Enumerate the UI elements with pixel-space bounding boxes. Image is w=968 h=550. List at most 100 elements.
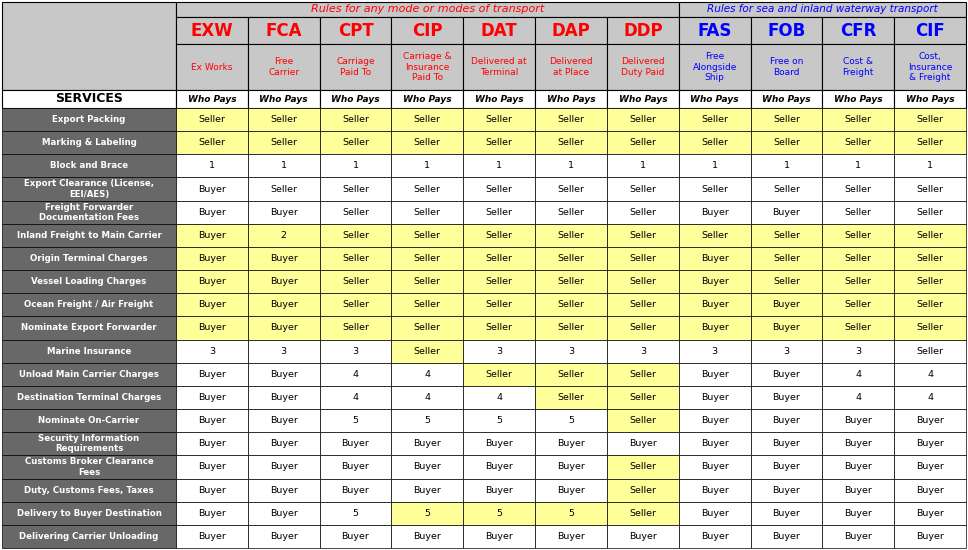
Text: Buyer: Buyer: [557, 439, 585, 448]
Text: 1: 1: [927, 161, 933, 170]
Text: DAP: DAP: [552, 21, 590, 40]
Bar: [391, 17, 464, 44]
Bar: [464, 502, 535, 525]
Text: Seller: Seller: [414, 346, 440, 356]
Bar: [391, 409, 464, 432]
Bar: [319, 293, 391, 316]
Bar: [823, 224, 894, 247]
Bar: [535, 478, 607, 502]
Bar: [750, 131, 823, 155]
Text: Buyer: Buyer: [270, 416, 298, 425]
Text: Buyer: Buyer: [198, 486, 226, 494]
Bar: [176, 270, 248, 293]
Text: Seller: Seller: [629, 185, 656, 194]
Bar: [823, 502, 894, 525]
Text: Buyer: Buyer: [198, 323, 226, 333]
Bar: [176, 316, 248, 339]
Text: Buyer: Buyer: [844, 439, 872, 448]
Bar: [607, 363, 679, 386]
Text: Buyer: Buyer: [772, 439, 801, 448]
Bar: [679, 409, 750, 432]
Text: Buyer: Buyer: [198, 532, 226, 541]
Text: Seller: Seller: [414, 277, 440, 286]
Bar: [823, 339, 894, 363]
Bar: [464, 270, 535, 293]
Text: Seller: Seller: [558, 393, 585, 402]
Text: Seller: Seller: [558, 277, 585, 286]
Text: Seller: Seller: [773, 231, 800, 240]
Bar: [248, 409, 319, 432]
Bar: [248, 131, 319, 155]
Text: 5: 5: [352, 509, 358, 518]
Bar: [607, 178, 679, 201]
Text: Buyer: Buyer: [772, 532, 801, 541]
Text: Ocean Freight / Air Freight: Ocean Freight / Air Freight: [24, 300, 154, 309]
Bar: [391, 316, 464, 339]
Text: Buyer: Buyer: [270, 439, 298, 448]
Text: 4: 4: [424, 370, 431, 379]
Bar: [391, 224, 464, 247]
Bar: [2, 293, 176, 316]
Text: Seller: Seller: [773, 115, 800, 124]
Text: 3: 3: [209, 346, 215, 356]
Bar: [2, 409, 176, 432]
Text: Seller: Seller: [558, 300, 585, 309]
Bar: [607, 432, 679, 455]
Bar: [535, 131, 607, 155]
Bar: [679, 178, 750, 201]
Bar: [607, 339, 679, 363]
Bar: [535, 316, 607, 339]
Text: Buyer: Buyer: [198, 416, 226, 425]
Text: 4: 4: [927, 370, 933, 379]
Bar: [248, 316, 319, 339]
Text: Who Pays: Who Pays: [619, 95, 667, 103]
Bar: [248, 155, 319, 178]
Text: Delivered
at Place: Delivered at Place: [549, 57, 592, 76]
Text: CIF: CIF: [915, 21, 945, 40]
Text: Origin Terminal Charges: Origin Terminal Charges: [30, 254, 148, 263]
Bar: [319, 316, 391, 339]
Bar: [750, 17, 823, 44]
Bar: [535, 108, 607, 131]
Bar: [464, 201, 535, 224]
Bar: [176, 44, 248, 90]
Text: Seller: Seller: [701, 185, 728, 194]
Text: 3: 3: [497, 346, 502, 356]
Text: Carriage
Paid To: Carriage Paid To: [336, 57, 375, 76]
Bar: [535, 270, 607, 293]
Bar: [176, 108, 248, 131]
Bar: [248, 178, 319, 201]
Text: Inland Freight to Main Carrier: Inland Freight to Main Carrier: [16, 231, 162, 240]
Text: Seller: Seller: [701, 231, 728, 240]
Text: 3: 3: [352, 346, 358, 356]
Bar: [607, 90, 679, 108]
Bar: [391, 201, 464, 224]
Bar: [2, 90, 176, 108]
Bar: [391, 131, 464, 155]
Text: Seller: Seller: [414, 138, 440, 147]
Bar: [894, 131, 966, 155]
Text: Destination Terminal Charges: Destination Terminal Charges: [16, 393, 161, 402]
Text: Seller: Seller: [486, 231, 513, 240]
Bar: [176, 293, 248, 316]
Text: 1: 1: [856, 161, 862, 170]
Text: Seller: Seller: [917, 277, 944, 286]
Text: Free on
Board: Free on Board: [770, 57, 803, 76]
Bar: [176, 131, 248, 155]
Text: Buyer: Buyer: [701, 300, 729, 309]
Bar: [894, 316, 966, 339]
Text: Seller: Seller: [198, 138, 226, 147]
Bar: [176, 409, 248, 432]
Bar: [2, 339, 176, 363]
Bar: [2, 525, 176, 548]
Bar: [679, 455, 750, 478]
Bar: [391, 178, 464, 201]
Text: FCA: FCA: [265, 21, 302, 40]
Bar: [823, 155, 894, 178]
Text: Buyer: Buyer: [198, 509, 226, 518]
Text: Seller: Seller: [629, 486, 656, 494]
Bar: [894, 178, 966, 201]
Bar: [391, 339, 464, 363]
Bar: [2, 316, 176, 339]
Bar: [248, 386, 319, 409]
